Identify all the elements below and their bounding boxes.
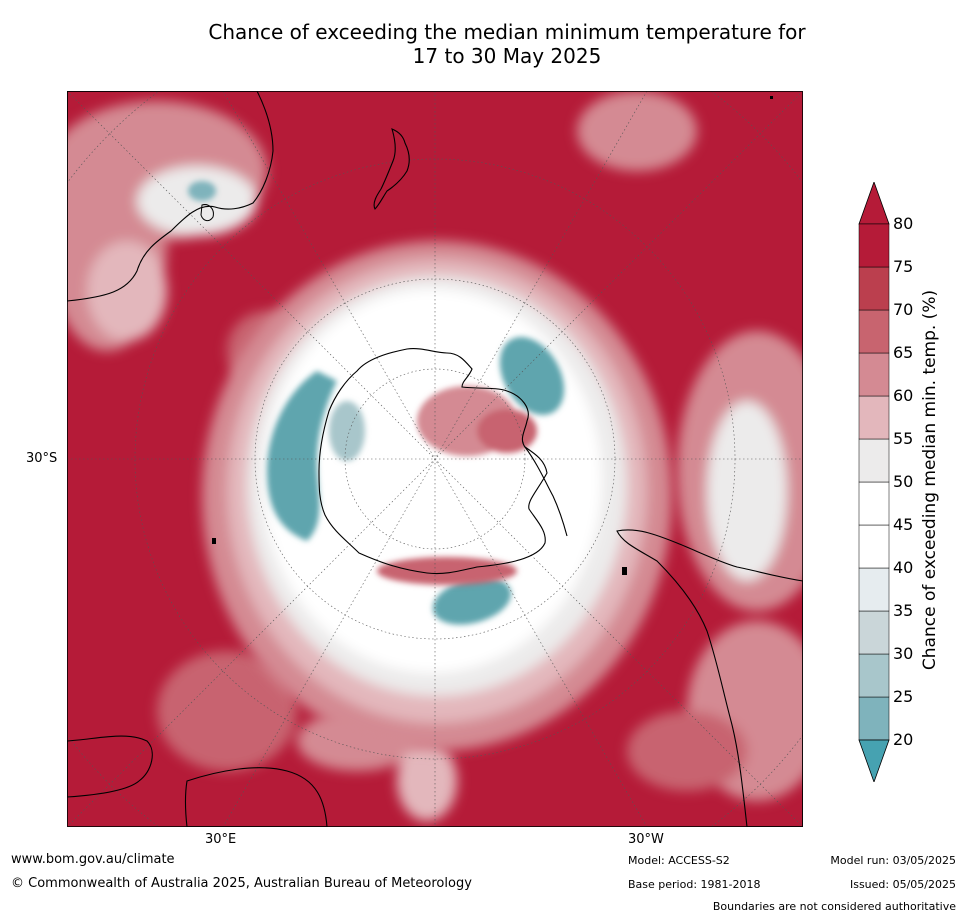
colorbar-tick-label: 30 xyxy=(893,644,914,663)
new-zealand-outline xyxy=(373,128,410,210)
colorbar-tick-label: 35 xyxy=(893,601,914,620)
colorbar-tick-label: 20 xyxy=(893,730,914,749)
colorbar-bin xyxy=(858,610,890,655)
antarctic-peninsula-outline xyxy=(524,446,568,537)
antarctic-warm-patch xyxy=(377,386,537,585)
colorbar xyxy=(858,180,890,784)
colorbar-tick-label: 60 xyxy=(893,386,914,405)
map-panel xyxy=(67,91,803,827)
south-america-outline xyxy=(616,529,803,827)
colorbar-bin xyxy=(858,567,890,612)
colorbar-tick-label: 50 xyxy=(893,472,914,491)
sub-antarctic-islands xyxy=(212,96,773,575)
footer-base-period: Base period: 1981-2018 xyxy=(628,878,761,891)
title-line-1: Chance of exceeding the median minimum t… xyxy=(208,20,806,44)
map-svg xyxy=(67,91,803,827)
colorbar-tick-label: 45 xyxy=(893,515,914,534)
colorbar-tick-label: 65 xyxy=(893,343,914,362)
colorbar-tick-label: 55 xyxy=(893,429,914,448)
colorbar-svg xyxy=(858,180,890,784)
colorbar-tick-label: 25 xyxy=(893,687,914,706)
footer-website: www.bom.gov.au/climate xyxy=(11,852,175,867)
footer-model: Model: ACCESS-S2 xyxy=(628,854,730,867)
footer-disclaimer: Boundaries are not considered authoritat… xyxy=(712,900,956,913)
colorbar-bin xyxy=(858,438,890,483)
colorbar-extend-high xyxy=(858,180,890,225)
footer-issued: Issued: 05/05/2025 xyxy=(849,878,956,891)
footer-model-run: Model run: 03/05/2025 xyxy=(830,854,956,867)
lat-label-30s: 30°S xyxy=(26,451,58,466)
colorbar-tick-label: 70 xyxy=(893,300,914,319)
lon-label-30w: 30°W xyxy=(628,832,664,847)
colorbar-bin xyxy=(858,653,890,698)
colorbar-tick-label: 75 xyxy=(893,257,914,276)
colorbar-bin xyxy=(858,352,890,397)
lon-label-30e: 30°E xyxy=(205,832,237,847)
colorbar-title: Chance of exceeding median min. temp. (%… xyxy=(920,289,940,671)
colorbar-bin xyxy=(858,223,890,268)
colorbar-tick-label: 80 xyxy=(893,214,914,233)
probability-field-low xyxy=(188,181,565,625)
australia-outline xyxy=(67,91,274,302)
colorbar-bin xyxy=(858,696,890,741)
africa-outline xyxy=(67,735,328,827)
colorbar-bin xyxy=(858,524,890,569)
colorbar-bin xyxy=(858,395,890,440)
title-line-2: 17 to 30 May 2025 xyxy=(412,44,602,68)
footer-copyright: © Commonwealth of Australia 2025, Austra… xyxy=(11,876,472,891)
map-title: Chance of exceeding the median minimum t… xyxy=(0,20,965,68)
colorbar-bin xyxy=(858,309,890,354)
colorbar-extend-low xyxy=(858,739,890,784)
antarctica-outline xyxy=(318,348,548,575)
colorbar-bin xyxy=(858,266,890,311)
tasmania-outline xyxy=(200,204,214,222)
colorbar-bin xyxy=(858,481,890,526)
colorbar-tick-label: 40 xyxy=(893,558,914,577)
